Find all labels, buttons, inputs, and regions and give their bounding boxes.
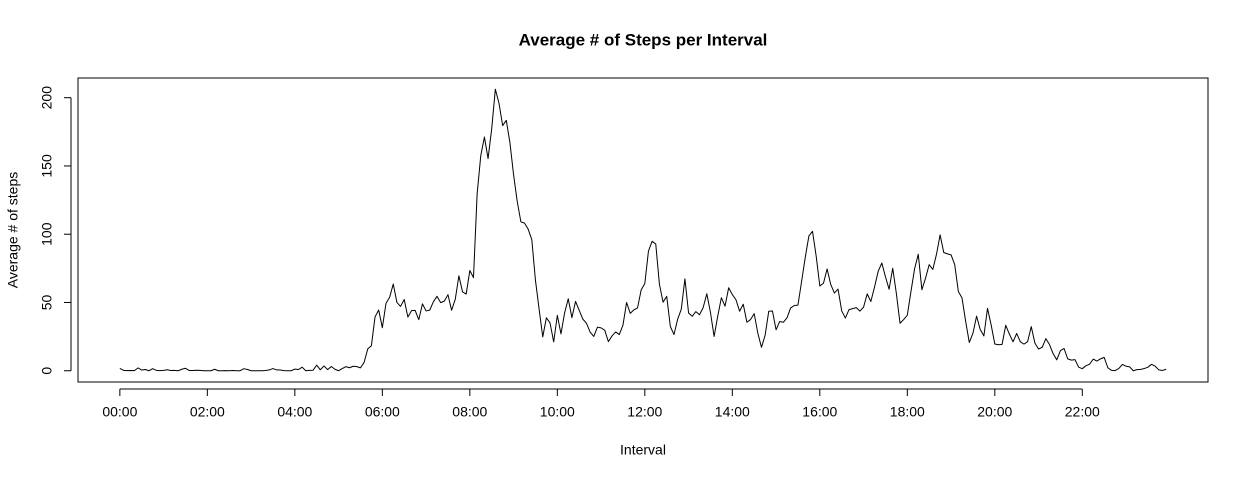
x-tick-label: 16:00	[802, 404, 837, 420]
y-tick-label: 150	[39, 154, 55, 178]
x-axis-label: Interval	[620, 442, 666, 458]
x-tick-label: 22:00	[1065, 404, 1100, 420]
chart-title: Average # of Steps per Interval	[519, 30, 768, 49]
y-tick-label: 200	[39, 86, 55, 110]
y-tick-label: 50	[39, 294, 55, 310]
x-tick-label: 04:00	[277, 404, 312, 420]
y-tick-label: 0	[39, 367, 55, 375]
data-line	[119, 88, 1167, 372]
x-tick-label: 08:00	[452, 404, 487, 420]
y-axis-label: Average # of steps	[5, 172, 21, 288]
x-tick-label: 10:00	[540, 404, 575, 420]
x-tick-label: 14:00	[715, 404, 750, 420]
x-tick-label: 18:00	[890, 404, 925, 420]
y-tick-label: 100	[39, 222, 55, 246]
x-tick-label: 06:00	[365, 404, 400, 420]
x-tick-label: 20:00	[977, 404, 1012, 420]
x-tick-label: 00:00	[102, 404, 137, 420]
x-tick-label: 02:00	[190, 404, 225, 420]
x-tick-label: 12:00	[627, 404, 662, 420]
plot-frame	[77, 77, 1209, 383]
